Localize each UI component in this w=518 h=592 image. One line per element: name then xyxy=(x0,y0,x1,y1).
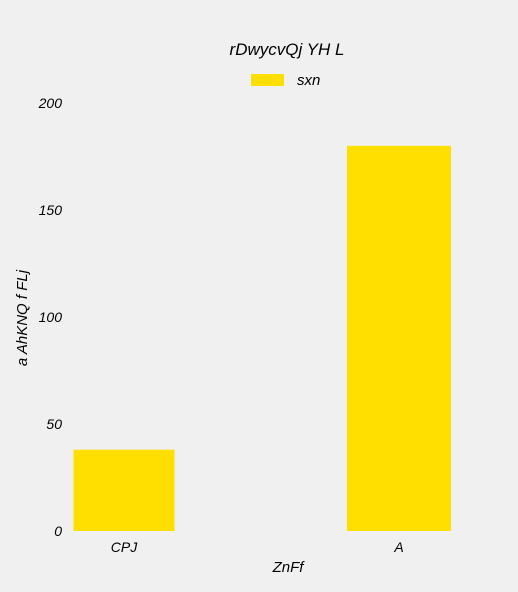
y-tick-label-50: 50 xyxy=(46,416,62,432)
y-axis-label: a AhKNQ f FLj xyxy=(14,269,31,366)
x-axis-label: ZnFf xyxy=(272,559,306,576)
y-tick-label-200: 200 xyxy=(38,95,63,111)
bar-cpj xyxy=(73,449,175,531)
y-tick-label-100: 100 xyxy=(39,309,63,325)
y-tick-label-0: 0 xyxy=(54,523,62,539)
legend-label-sxn: sxn xyxy=(297,72,320,89)
x-tick-label-cpj: CPJ xyxy=(111,539,138,555)
legend: sxn xyxy=(251,72,320,89)
legend-swatch-sxn xyxy=(251,74,284,86)
y-tick-label-150: 150 xyxy=(39,202,63,218)
x-axis-ticks: CPJ A xyxy=(111,539,404,555)
bar-a xyxy=(347,145,451,532)
bars-group xyxy=(73,145,451,532)
y-axis-ticks: 0 50 100 150 200 xyxy=(38,95,63,539)
chart-title: rDwycvQj YH L xyxy=(230,40,345,59)
x-tick-label-a: A xyxy=(393,539,403,555)
